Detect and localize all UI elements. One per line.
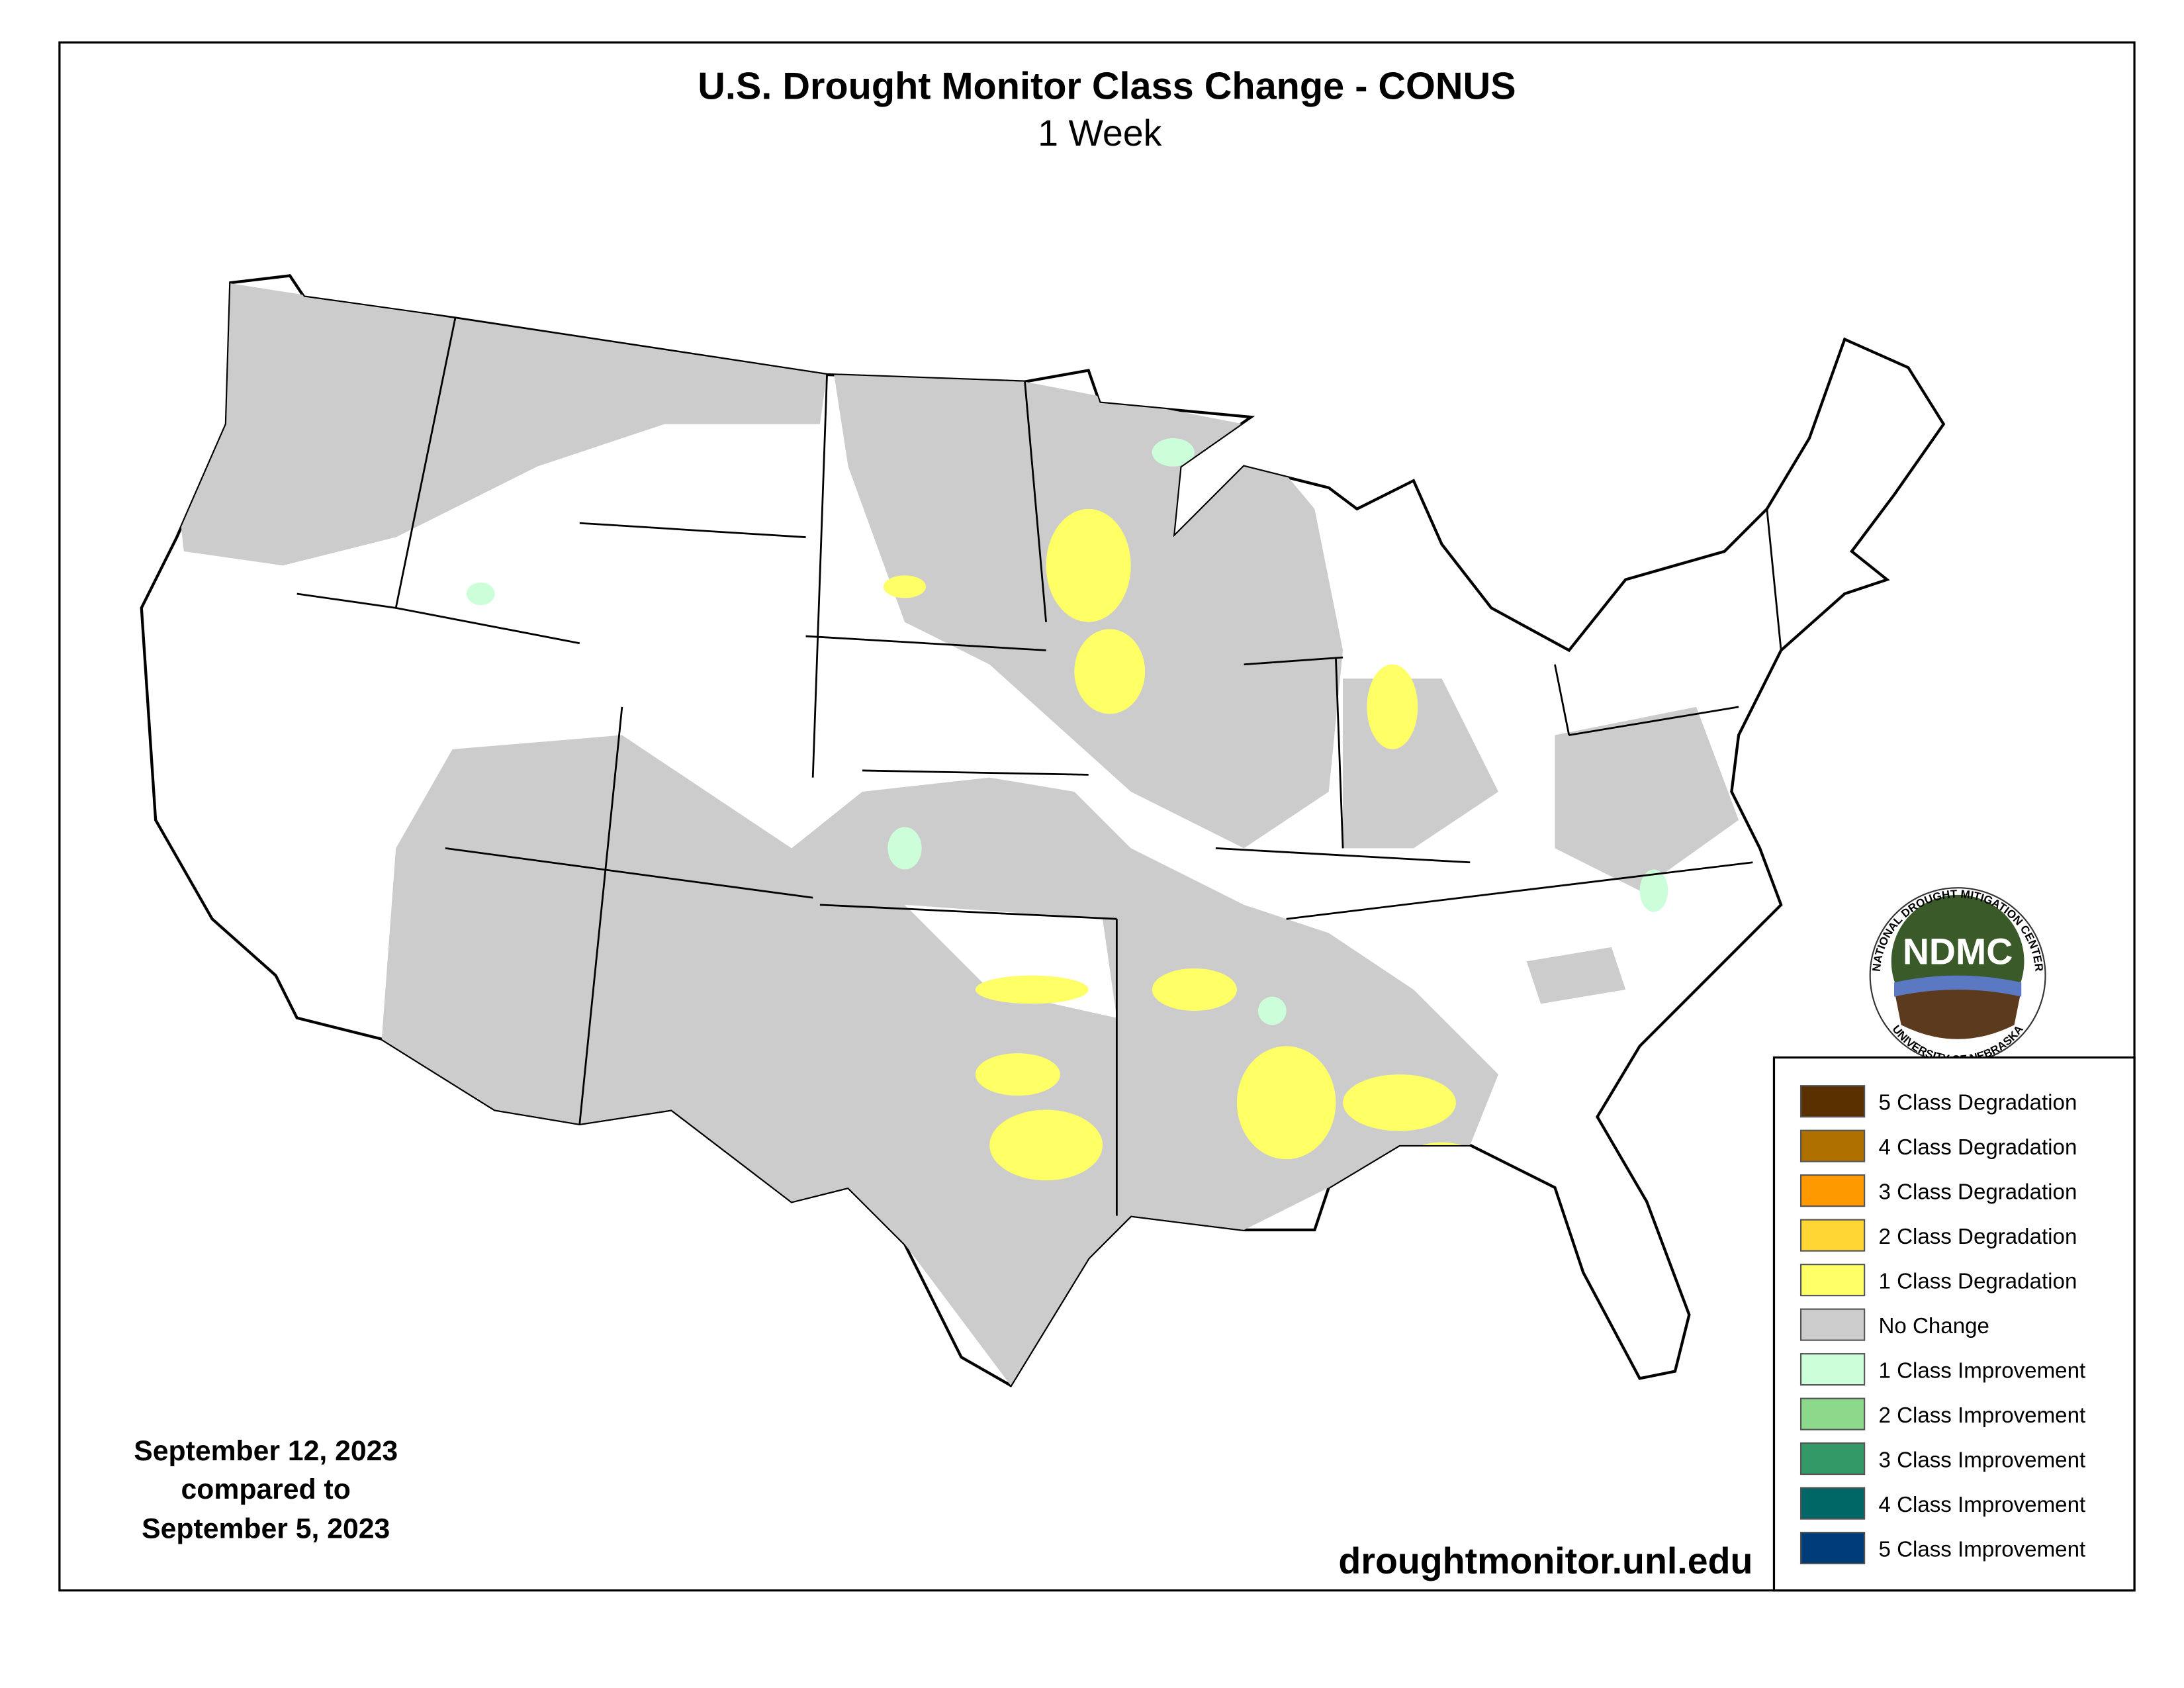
legend-label: 3 Class Improvement bbox=[1879, 1448, 2086, 1472]
legend-swatch bbox=[1799, 1442, 1866, 1476]
legend-label: 1 Class Degradation bbox=[1879, 1269, 2077, 1293]
date-line: September 12, 2023 bbox=[134, 1435, 398, 1467]
legend-swatch bbox=[1799, 1308, 1866, 1341]
legend-swatch bbox=[1799, 1397, 1866, 1430]
legend-label: 2 Class Improvement bbox=[1879, 1403, 2086, 1428]
legend: 5 Class Degradation 4 Class Degradation 3 … bbox=[1772, 1056, 2136, 1592]
legend-label: 1 Class Improvement bbox=[1879, 1358, 2086, 1383]
subtitle: 1 Week bbox=[1038, 113, 1161, 154]
legend-label: 4 Class Improvement bbox=[1879, 1493, 2086, 1517]
legend-swatch bbox=[1799, 1219, 1866, 1252]
legend-label: No Change bbox=[1879, 1314, 1989, 1338]
legend-swatch bbox=[1799, 1129, 1866, 1162]
legend-label: 5 Class Improvement bbox=[1879, 1537, 2086, 1562]
legend-swatch bbox=[1799, 1487, 1866, 1520]
legend-label: 2 Class Degradation bbox=[1879, 1225, 2077, 1249]
title: U.S. Drought Monitor Class Change - CONU… bbox=[698, 65, 1516, 107]
logo: NDMC NATIONAL DROUGHT MITIGATION CENTER … bbox=[1869, 887, 2046, 1066]
legend-swatch bbox=[1799, 1532, 1866, 1565]
logo-acronym: NDMC bbox=[1903, 931, 2013, 972]
legend-label: 3 Class Degradation bbox=[1879, 1180, 2077, 1204]
legend-label: 4 Class Degradation bbox=[1879, 1135, 2077, 1160]
legend-swatch bbox=[1799, 1353, 1866, 1386]
legend-swatch bbox=[1799, 1174, 1866, 1207]
source-url: droughtmonitor.unl.edu bbox=[1338, 1540, 1752, 1581]
date-line: compared to bbox=[181, 1474, 351, 1505]
legend-swatch bbox=[1799, 1264, 1866, 1297]
date-line: September 5, 2023 bbox=[142, 1513, 390, 1545]
us-map bbox=[142, 275, 1944, 1385]
legend-label: 5 Class Degradation bbox=[1879, 1091, 2077, 1115]
legend-swatch bbox=[1799, 1085, 1866, 1118]
